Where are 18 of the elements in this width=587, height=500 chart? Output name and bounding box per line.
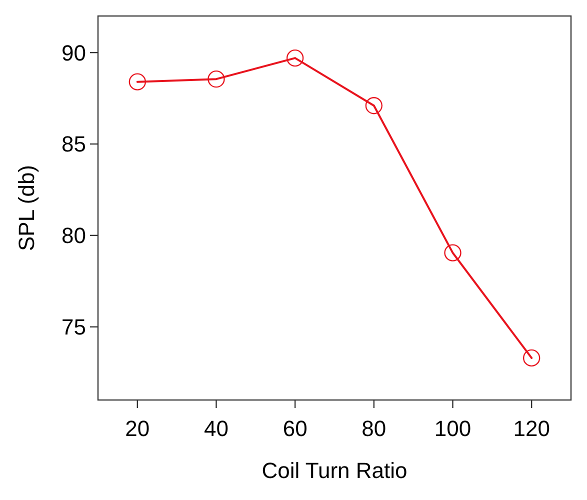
y-tick-label: 90 [62,40,86,66]
x-tick-label: 120 [513,416,550,441]
x-tick-label: 80 [362,416,386,441]
x-tick-label: 40 [204,416,228,441]
y-tick-label: 75 [62,314,86,340]
x-tick-label: 100 [434,416,472,441]
x-axis-title: Coil Turn Ratio [262,458,408,483]
point [365,97,383,114]
x-tick-label: 20 [125,416,150,441]
y-tick-label: 85 [62,132,86,157]
x-tick-label: 60 [282,416,308,441]
y-axis-title: SPL (db) [14,164,39,252]
point [128,73,146,90]
point [208,70,225,88]
point [286,49,304,67]
y-tick-label: 80 [62,223,86,248]
point [522,349,540,367]
point [444,244,462,262]
